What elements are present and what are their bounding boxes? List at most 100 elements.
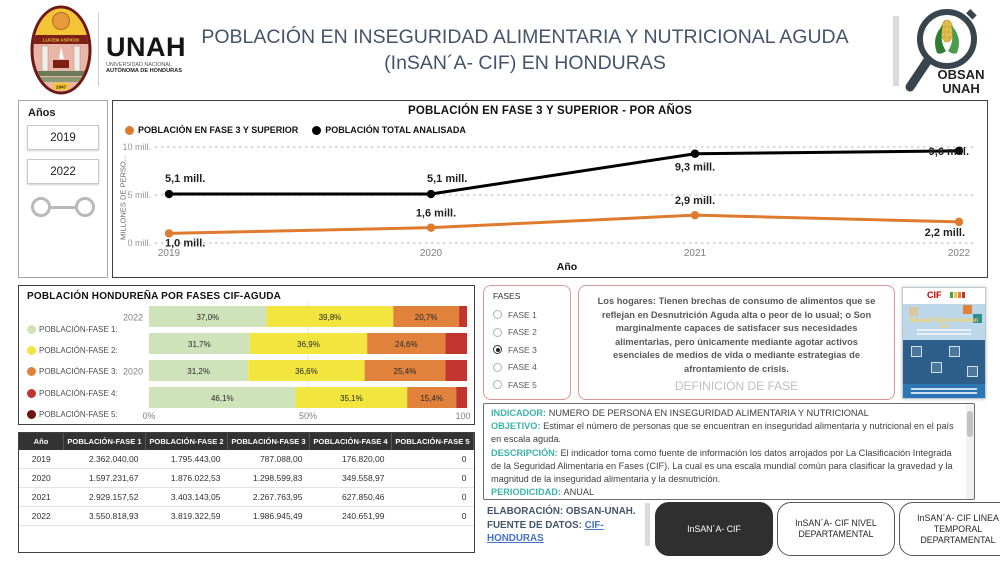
data-point[interactable] bbox=[690, 149, 700, 158]
table-header-cell: POBLACIÓN-FASE 5 bbox=[391, 433, 474, 450]
fase-radio-option[interactable]: FASE 3 bbox=[493, 341, 537, 359]
data-label: 9,3 mill. bbox=[675, 162, 715, 174]
year-from-input[interactable] bbox=[27, 125, 99, 150]
table-header-cell: Año bbox=[19, 433, 64, 450]
elaboracion-text: ELABORACIÓN: OBSAN-UNAH. bbox=[487, 506, 636, 517]
range-slider-handle-left[interactable] bbox=[31, 197, 51, 217]
table-cell: 2020 bbox=[19, 468, 64, 488]
data-point[interactable] bbox=[954, 217, 964, 227]
data-point[interactable] bbox=[954, 146, 964, 156]
indicator-field: OBJETIVO: Estimar el número de personas … bbox=[491, 420, 960, 446]
legend-item[interactable]: POBLACIÓN EN FASE 3 Y SUPERIOR bbox=[125, 125, 298, 135]
nav-button[interactable]: InSAN´A- CIF NIVEL DEPARTAMENTAL bbox=[777, 502, 895, 556]
scrollbar[interactable] bbox=[966, 404, 974, 499]
fase-radio-option[interactable]: FASE 2 bbox=[493, 324, 537, 342]
bar-segment[interactable] bbox=[266, 306, 394, 327]
bar-year-label: 2022 bbox=[123, 313, 143, 323]
bar-segment[interactable] bbox=[364, 360, 446, 381]
bar-segment[interactable] bbox=[248, 360, 365, 381]
table-cell: 627.850,46 bbox=[309, 487, 392, 507]
fase-radio-option[interactable]: FASE 1 bbox=[493, 306, 537, 324]
data-point[interactable] bbox=[164, 229, 174, 238]
table-cell: 240.651,99 bbox=[309, 506, 392, 526]
page-title: POBLACIÓN EN INSEGURIDAD ALIMENTARIA Y N… bbox=[185, 24, 865, 76]
chart-icon bbox=[931, 362, 942, 373]
cif-flag-icon bbox=[950, 292, 965, 298]
radio-icon[interactable] bbox=[493, 310, 502, 320]
legend-item[interactable]: POBLACIÓN-FASE 4: bbox=[27, 383, 118, 404]
bar-segment[interactable] bbox=[149, 387, 296, 408]
bar-segment[interactable] bbox=[445, 333, 467, 354]
fase-radio-option[interactable]: FASE 5 bbox=[493, 376, 537, 394]
bar-segment[interactable] bbox=[393, 306, 460, 327]
bar-segment[interactable] bbox=[456, 387, 467, 408]
bar-segment[interactable] bbox=[149, 306, 267, 327]
cif-manual-thumbnail[interactable]: CIF Manual Técnico Versión 3.1 bbox=[902, 287, 986, 399]
scrollbar-thumb[interactable] bbox=[967, 411, 973, 437]
source-attribution: ELABORACIÓN: OBSAN-UNAH. FUENTE DE DATOS… bbox=[487, 505, 639, 546]
table-cell: 0 bbox=[391, 468, 474, 488]
slicer-title: Años bbox=[28, 107, 56, 119]
bar-segment[interactable] bbox=[367, 333, 446, 354]
indicator-field: DESCRIPCIÓN: El indicador toma como fuen… bbox=[491, 447, 960, 487]
bar-segment[interactable] bbox=[295, 387, 408, 408]
table-cell: 2.267.763,95 bbox=[227, 487, 310, 507]
data-label: 1,0 mill. bbox=[165, 237, 205, 249]
legend-item[interactable]: POBLACIÓN TOTAL ANALISADA bbox=[312, 125, 466, 135]
data-point[interactable] bbox=[164, 189, 174, 199]
legend-item[interactable]: POBLACIÓN-FASE 1: bbox=[27, 319, 118, 340]
unah-wordmark: UNAH UNIVERSIDAD NACIONAL AUTÓNOMA DE HO… bbox=[106, 32, 186, 75]
unah-acronym: UNAH bbox=[106, 32, 186, 62]
legend-dot-icon bbox=[125, 125, 134, 135]
footer-divider bbox=[645, 503, 650, 546]
fases-panel: FASES FASE 1 FASE 2 FASE 3 FASE 4 FASE 5 bbox=[483, 285, 571, 400]
bar-segment[interactable] bbox=[445, 360, 467, 381]
definition-text: Los hogares: Tienen brechas de consumo d… bbox=[597, 296, 876, 374]
legend-label: POBLACIÓN-FASE 3: bbox=[39, 367, 118, 377]
bar-segment[interactable] bbox=[149, 360, 249, 381]
unah-crest-logo: LUCEM ASPICIO 1847 bbox=[30, 5, 92, 95]
table-cell: 0 bbox=[391, 506, 474, 526]
radio-icon[interactable] bbox=[493, 327, 502, 337]
page-title-line2: (InSAN´A- CIF) EN HONDURAS bbox=[384, 52, 666, 74]
bar-segment[interactable] bbox=[249, 333, 368, 354]
nav-button[interactable]: InSAN´A- CIF LINEA TEMPORAL DEPARTAMENTA… bbox=[899, 502, 1000, 556]
data-point[interactable] bbox=[690, 210, 700, 220]
legend-dot-icon bbox=[27, 325, 36, 335]
legend-item[interactable]: POBLACIÓN-FASE 5: bbox=[27, 404, 118, 425]
bar-chart-plot: 37,0% 39,8% 20,7% 2022 31,7% 36,9% 24,6% 31,2% 3… bbox=[123, 302, 471, 421]
data-label: 9,6 mill. bbox=[929, 146, 969, 158]
radio-icon[interactable] bbox=[493, 380, 502, 390]
range-slider-handle-right[interactable] bbox=[75, 197, 95, 217]
table-cell: 2022 bbox=[19, 506, 64, 526]
year-to-input[interactable] bbox=[27, 159, 99, 184]
data-point[interactable] bbox=[426, 223, 436, 232]
nav-button[interactable]: InSAN´A- CIF bbox=[655, 502, 773, 556]
fase-option-label: FASE 4 bbox=[508, 362, 537, 373]
bar-segment-label: 35,1% bbox=[340, 394, 363, 403]
legend-item[interactable]: POBLACIÓN-FASE 3: bbox=[27, 361, 118, 382]
bar-chart-title: POBLACIÓN HONDUREÑA POR FASES CIF-AGUDA bbox=[27, 291, 282, 302]
data-label: 2,9 mill. bbox=[675, 195, 715, 207]
legend-dot-icon bbox=[27, 346, 36, 356]
table-cell: 1.986.945,49 bbox=[227, 506, 310, 526]
field-label: INDICADOR: bbox=[491, 408, 549, 418]
bar-x-tick-label: 100% bbox=[455, 411, 471, 421]
bar-year-label: 2020 bbox=[123, 367, 143, 377]
data-point[interactable] bbox=[426, 189, 436, 199]
fase-option-label: FASE 1 bbox=[508, 309, 537, 320]
bar-segment[interactable] bbox=[149, 333, 250, 354]
table-cell: 787.088,00 bbox=[227, 450, 310, 469]
legend-dot-icon bbox=[27, 409, 36, 419]
field-label: OBJETIVO: bbox=[491, 421, 544, 432]
phase-data-table: Año POBLACIÓN-FASE 1 POBLACIÓN-FASE 2 POBLA… bbox=[19, 433, 474, 526]
fase-radio-option[interactable]: FASE 4 bbox=[493, 359, 537, 377]
legend-label: POBLACIÓN-FASE 1: bbox=[39, 325, 118, 335]
radio-icon[interactable] bbox=[493, 362, 502, 372]
bar-segment[interactable] bbox=[407, 387, 457, 408]
bar-segment[interactable] bbox=[459, 306, 467, 327]
header-divider-right bbox=[893, 16, 899, 86]
radio-icon[interactable] bbox=[493, 345, 502, 355]
fuente-link[interactable]: CIF-HONDURAS bbox=[487, 519, 604, 545]
legend-item[interactable]: POBLACIÓN-FASE 2: bbox=[27, 340, 118, 361]
